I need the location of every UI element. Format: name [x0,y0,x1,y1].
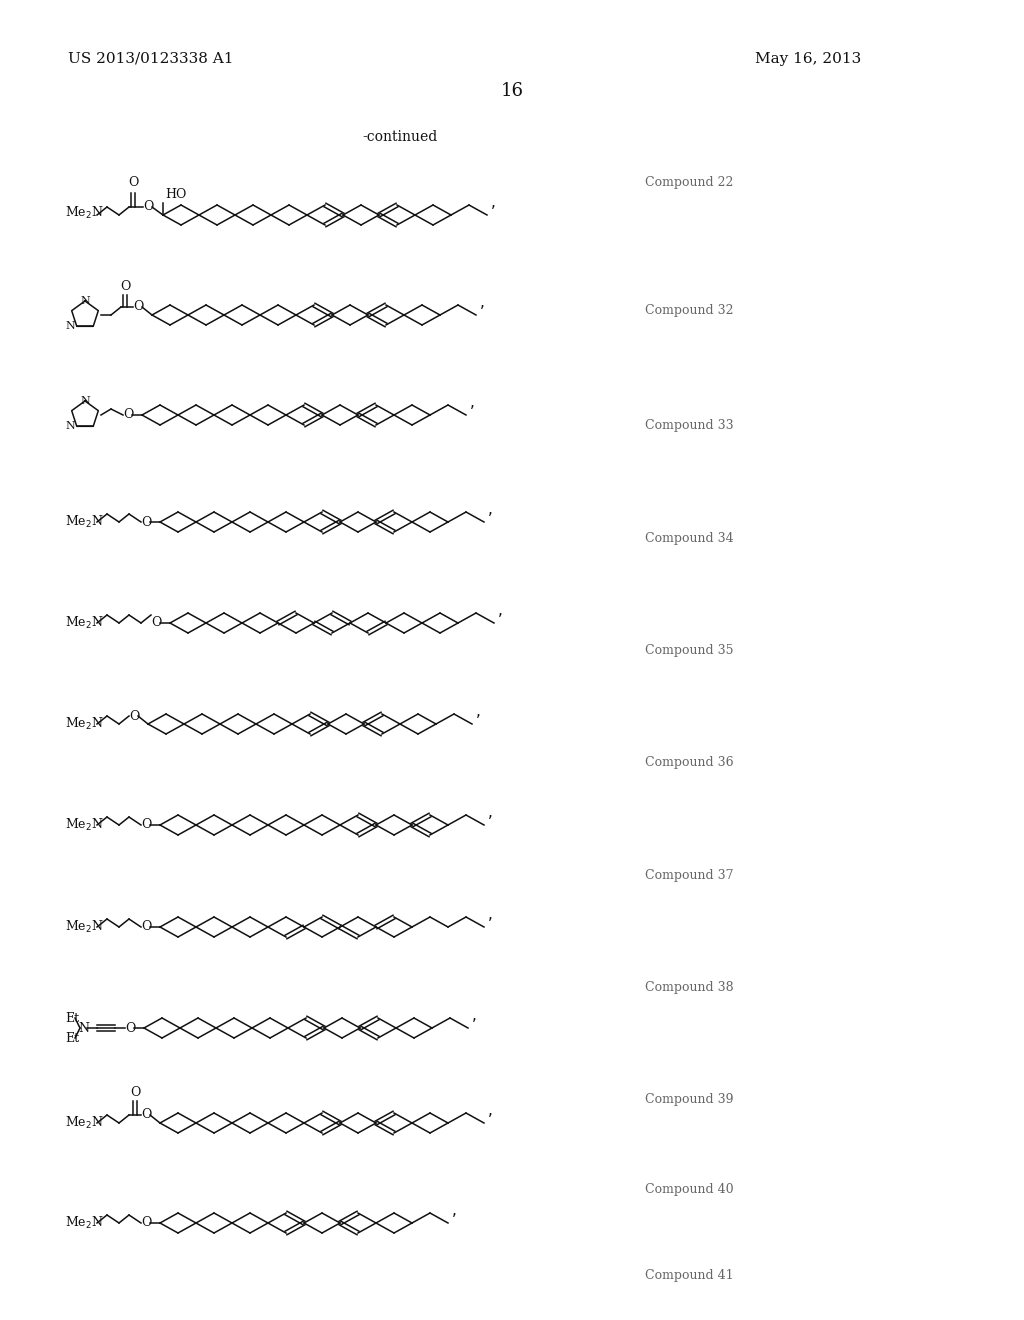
Text: O: O [128,176,138,189]
Text: ,: , [476,704,481,719]
Text: ,: , [488,502,493,517]
Text: Compound 39: Compound 39 [645,1093,733,1106]
Text: ,: , [488,805,493,820]
Text: 16: 16 [501,82,523,100]
Text: O: O [141,920,152,933]
Text: ,: , [498,603,503,618]
Text: Me$_2$N: Me$_2$N [65,615,103,631]
Text: Compound 22: Compound 22 [645,177,733,189]
Text: O: O [125,1022,135,1035]
Text: Compound 35: Compound 35 [645,644,733,657]
Text: Me$_2$N: Me$_2$N [65,513,103,531]
Text: O: O [141,1109,152,1122]
Text: HO: HO [165,187,186,201]
Text: Et: Et [65,1011,79,1024]
Text: Me$_2$N: Me$_2$N [65,205,103,220]
Text: Me$_2$N: Me$_2$N [65,919,103,935]
Text: Me$_2$N: Me$_2$N [65,1214,103,1232]
Text: Compound 38: Compound 38 [645,981,733,994]
Text: O: O [141,818,152,832]
Text: Compound 37: Compound 37 [645,869,733,882]
Text: ,: , [472,1008,477,1023]
Text: O: O [141,516,152,528]
Text: ,: , [488,907,493,921]
Text: ,: , [470,395,475,411]
Text: O: O [143,201,154,214]
Text: O: O [123,408,133,421]
Text: Compound 32: Compound 32 [645,304,733,317]
Text: Et: Et [65,1031,79,1044]
Text: O: O [151,616,162,630]
Text: N: N [80,296,90,306]
Text: ,: , [452,1203,457,1218]
Text: -continued: -continued [362,129,437,144]
Text: Compound 36: Compound 36 [645,756,733,770]
Text: O: O [129,710,139,722]
Text: ,: , [480,294,485,310]
Text: Me$_2$N: Me$_2$N [65,715,103,733]
Text: N: N [65,321,75,331]
Text: Me$_2$N: Me$_2$N [65,1115,103,1131]
Text: May 16, 2013: May 16, 2013 [755,51,861,66]
Text: Me$_2$N: Me$_2$N [65,817,103,833]
Text: N: N [65,421,75,432]
Text: Compound 40: Compound 40 [645,1183,733,1196]
Text: O: O [141,1217,152,1229]
Text: Compound 34: Compound 34 [645,532,733,545]
Text: O: O [120,280,130,293]
Text: ,: , [490,195,496,210]
Text: Compound 41: Compound 41 [645,1269,733,1282]
Text: N: N [80,396,90,407]
Text: O: O [130,1086,140,1100]
Text: US 2013/0123338 A1: US 2013/0123338 A1 [68,51,233,66]
Text: Compound 33: Compound 33 [645,418,733,432]
Text: O: O [133,301,143,314]
Text: ,: , [488,1104,493,1118]
Text: N: N [78,1022,89,1035]
